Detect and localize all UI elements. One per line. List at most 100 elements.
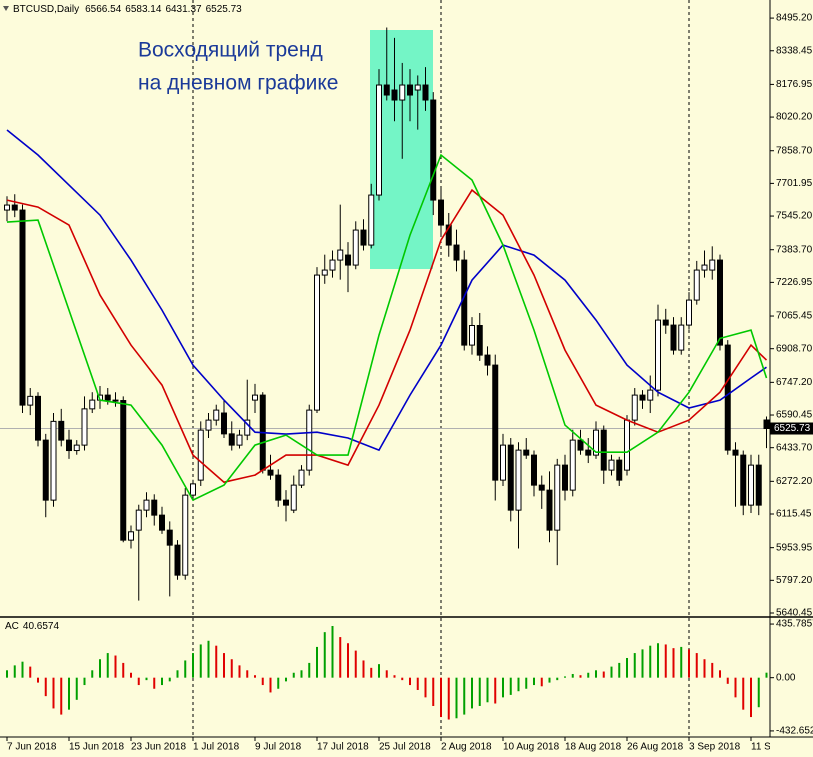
candle-body [306, 409, 313, 471]
candle-body [368, 194, 375, 246]
ac-bar [83, 677, 86, 686]
candle-body [35, 395, 41, 441]
ac-bar [533, 677, 535, 686]
ac-bar [571, 673, 574, 678]
candle-body [50, 420, 57, 501]
candle-body [740, 454, 747, 506]
ac-bar [99, 659, 101, 678]
candle-body [383, 84, 390, 96]
ac-bar [378, 664, 380, 678]
ac-bar [447, 677, 450, 720]
y-tick-label: 5640.45 [776, 608, 813, 619]
ac-bar [540, 677, 543, 687]
y2-tick-label: 435.7857 [776, 619, 813, 630]
ac-bar [21, 661, 24, 678]
ac-bar [486, 677, 489, 703]
candle-body [476, 325, 483, 356]
candle-body [422, 84, 429, 101]
ac-bar [672, 648, 675, 678]
ac-bar [548, 677, 551, 683]
ac-bar [695, 653, 698, 678]
ac-bar [711, 662, 714, 678]
ac-bar [29, 666, 32, 678]
candle-body [228, 433, 235, 446]
candle-body [321, 269, 328, 276]
y-tick-label: 8495.20 [776, 13, 813, 24]
candle-body [639, 394, 646, 401]
ac-bar [230, 659, 233, 678]
candle-body [213, 409, 220, 421]
ac-bar [564, 676, 566, 678]
x-tick-label: 2 Aug 2018 [441, 742, 492, 753]
ac-bar [75, 677, 78, 700]
candle-body [11, 204, 18, 211]
y-tick-label: 5953.95 [776, 542, 813, 553]
candle-body [112, 399, 119, 402]
ac-bar [269, 677, 272, 693]
header-high: 6583.14 [125, 4, 162, 15]
candle-body [430, 99, 437, 201]
y2-tick-label: 0.00 [776, 672, 796, 683]
moving-average-line [6, 153, 768, 502]
y-tick-label: 7226.95 [776, 277, 813, 288]
x-tick-label: 25 Jul 2018 [379, 742, 431, 753]
ac-bar [199, 644, 202, 678]
symbol-icon [3, 6, 9, 11]
ac-bar [680, 646, 683, 678]
candle-body [693, 269, 700, 301]
candle-body [484, 354, 491, 366]
ac-bar [192, 653, 194, 678]
ac-bar [765, 672, 768, 678]
candle-body [66, 439, 72, 452]
y2-tick-label: -432.6524 [776, 726, 813, 737]
y-tick-label: 7383.70 [776, 244, 813, 255]
ac-bar [370, 667, 373, 678]
ac-bar [68, 677, 70, 710]
x-tick-label: 15 Jun 2018 [69, 742, 124, 753]
candle-body [391, 89, 398, 101]
ac-bar [106, 653, 109, 678]
ac-bar [556, 677, 559, 681]
ac-bar [145, 677, 148, 681]
candle-body [81, 408, 88, 446]
candle-body [523, 449, 530, 456]
y-tick-label: 7701.95 [776, 178, 813, 189]
ac-bar [215, 645, 218, 678]
ac-bar [323, 632, 326, 678]
ac-bar [742, 677, 745, 710]
x-tick-label: 9 Jul 2018 [255, 742, 302, 753]
candle-body [205, 419, 212, 431]
ac-bar [401, 677, 404, 681]
candle-body [19, 209, 26, 406]
current-price-box [770, 422, 813, 435]
candle-body [577, 439, 584, 451]
ac-bar [432, 677, 435, 706]
x-tick-label: 26 Aug 2018 [627, 742, 684, 753]
x-tick-label: 1 Jul 2018 [193, 742, 240, 753]
candle-body [531, 454, 537, 486]
candle-body [298, 469, 305, 486]
y-tick-label: 6908.70 [776, 343, 813, 354]
ac-bar [362, 660, 365, 678]
candle-body [128, 531, 134, 541]
ac-bar [285, 677, 287, 682]
ac-bar [153, 677, 156, 689]
candle-body [763, 419, 770, 430]
candle-body [624, 419, 630, 471]
x-tick-label: 23 Jun 2018 [131, 742, 186, 753]
y-tick-label: 8020.20 [776, 112, 813, 123]
ac-bar [114, 655, 117, 678]
y-tick-label: 5797.20 [776, 575, 813, 586]
candle-body [221, 412, 227, 435]
candle-body [655, 319, 661, 391]
current-price-label: 6525.73 [774, 423, 811, 434]
ac-bar [455, 677, 458, 719]
ac-bar [254, 675, 256, 678]
y-tick-label: 7545.20 [776, 211, 813, 222]
x-tick-label: 3 Sep 2018 [689, 742, 741, 753]
candle-body [414, 84, 421, 91]
candle-body [631, 394, 638, 421]
ac-bar [610, 666, 613, 678]
candle-body [104, 394, 111, 401]
